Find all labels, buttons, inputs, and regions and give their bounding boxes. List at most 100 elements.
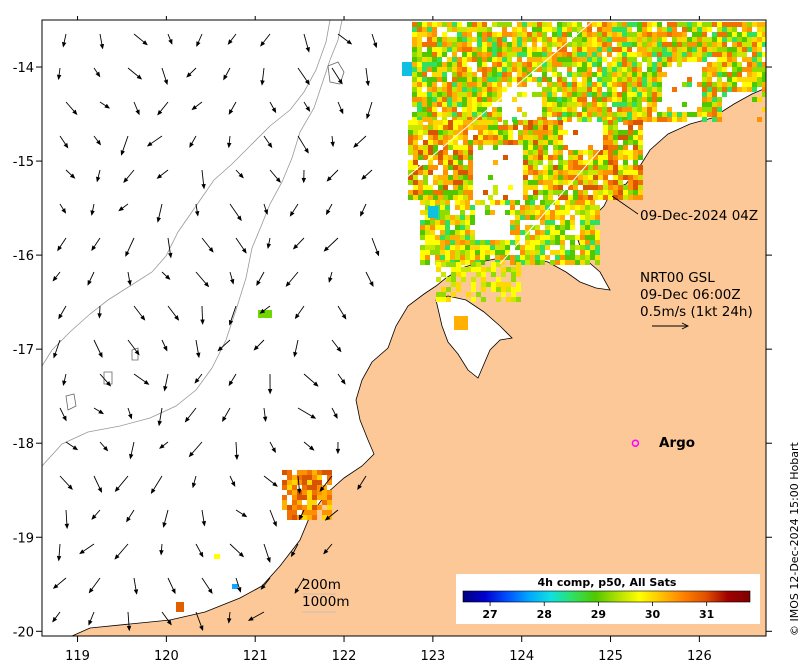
current-vector-head — [97, 313, 102, 319]
current-vector-head — [217, 346, 223, 352]
sst-pixel — [302, 510, 307, 515]
sst-pixel — [282, 495, 287, 500]
sst-pixel — [707, 87, 712, 92]
current-vector-head — [304, 79, 310, 86]
sst-pixel — [722, 62, 727, 67]
sst-pixel — [597, 42, 602, 47]
sst-pixel — [502, 77, 507, 82]
sst-pixel — [612, 82, 617, 87]
sst-pixel — [423, 130, 428, 135]
sst-pixel — [560, 215, 565, 220]
sst-pixel — [568, 195, 573, 200]
sst-pixel — [597, 62, 602, 67]
sst-pixel — [508, 125, 513, 130]
sst-pixel — [472, 37, 477, 42]
sst-pixel — [433, 175, 438, 180]
current-vector-head — [186, 72, 192, 78]
sst-pixel — [607, 42, 612, 47]
sst-pixel — [762, 87, 766, 92]
sst-pixel — [307, 510, 312, 515]
sst-pixel — [533, 185, 538, 190]
sst-pixel — [622, 87, 627, 92]
sst-pixel — [567, 72, 572, 77]
sst-pixel — [512, 97, 517, 102]
sst-pixel — [433, 165, 438, 170]
sst-pixel — [702, 52, 707, 57]
current-vector-head — [134, 349, 140, 356]
sst-pixel — [523, 160, 528, 165]
sst-pixel — [422, 42, 427, 47]
sst-pixel — [667, 47, 672, 52]
sst-pixel — [583, 185, 588, 190]
sst-pixel — [677, 52, 682, 57]
sst-pixel — [470, 240, 475, 245]
sst-pixel — [597, 47, 602, 52]
current-vector-head — [207, 588, 213, 595]
sst-pixel — [501, 272, 506, 277]
sst-pixel — [628, 190, 633, 195]
sst-pixel — [440, 235, 445, 240]
sst-pixel — [530, 240, 535, 245]
sst-pixel — [602, 72, 607, 77]
sst-pixel — [467, 117, 472, 122]
colorbar-tick-label: 27 — [482, 608, 497, 621]
sst-pixel — [497, 52, 502, 57]
sst-pixel — [450, 235, 455, 240]
sst-pixel — [542, 22, 547, 27]
sst-pixel — [572, 37, 577, 42]
sst-pixel — [712, 52, 717, 57]
sst-pixel — [427, 112, 432, 117]
sst-pixel — [637, 72, 642, 77]
sst-pixel — [488, 135, 493, 140]
sst-pixel — [448, 120, 453, 125]
sst-pixel — [557, 102, 562, 107]
sst-pixel — [530, 205, 535, 210]
sst-pixel — [443, 120, 448, 125]
sst-pixel — [485, 250, 490, 255]
sst-pixel — [637, 102, 642, 107]
sst-pixel — [433, 195, 438, 200]
sst-pixel — [452, 102, 457, 107]
sst-pixel — [408, 160, 413, 165]
sst-pixel — [717, 77, 722, 82]
sst-pixel — [547, 107, 552, 112]
sst-pixel — [465, 215, 470, 220]
sst-pixel — [457, 77, 462, 82]
sst-pixel — [443, 135, 448, 140]
sst-pixel — [448, 155, 453, 160]
sst-pixel — [617, 77, 622, 82]
bathy-1000m-contour — [42, 20, 343, 467]
sst-pixel — [608, 125, 613, 130]
sst-pixel — [483, 140, 488, 145]
sst-pixel — [497, 42, 502, 47]
sst-pixel — [588, 170, 593, 175]
sst-pixel — [557, 77, 562, 82]
sst-pixel — [623, 185, 628, 190]
sst-pixel — [607, 92, 612, 97]
current-vector-head — [88, 619, 93, 626]
sst-pixel — [632, 72, 637, 77]
current-vector-head — [294, 313, 300, 320]
sst-pixel — [593, 180, 598, 185]
lat-axis: -14-15-16-17-18-19-20 — [13, 61, 772, 640]
sst-pixel — [445, 205, 450, 210]
sst-pixel — [440, 255, 445, 260]
sst-pixel — [585, 210, 590, 215]
sst-pixel — [460, 260, 465, 265]
sst-pixel — [555, 205, 560, 210]
sst-pixel — [452, 87, 457, 92]
sst-pixel — [413, 175, 418, 180]
sst-pixel — [322, 515, 327, 520]
current-vector-head — [319, 486, 325, 492]
sst-pixel — [717, 97, 722, 102]
sst-pixel — [422, 82, 427, 87]
sst-pixel — [438, 175, 443, 180]
sst-pixel — [593, 185, 598, 190]
sst-pixel — [428, 120, 433, 125]
sst-pixel — [433, 190, 438, 195]
sst-pixel — [612, 112, 617, 117]
sst-pixel — [413, 170, 418, 175]
sst-pixel — [602, 102, 607, 107]
sst-pixel — [513, 140, 518, 145]
sst-pixel — [413, 120, 418, 125]
